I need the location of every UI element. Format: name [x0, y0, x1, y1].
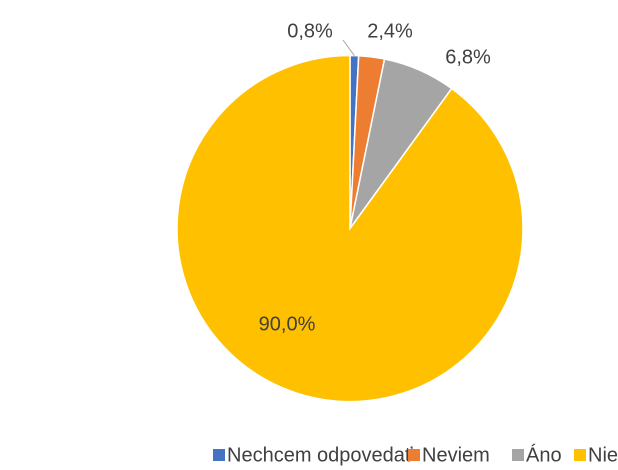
legend-swatch — [574, 449, 586, 461]
data-label: 6,8% — [445, 46, 491, 68]
legend-swatch — [408, 449, 420, 461]
leader-line — [342, 39, 355, 56]
legend-label: Neviem — [422, 444, 490, 466]
legend-label: Nie — [588, 444, 618, 466]
data-label: 2,4% — [367, 20, 413, 42]
data-label: 0,8% — [287, 20, 333, 42]
legend-label: Nechcem odpovedať — [227, 444, 413, 466]
legend-swatch — [213, 449, 225, 461]
pie-slice — [176, 54, 524, 403]
legend-label: Áno — [526, 443, 562, 466]
data-label: 90,0% — [259, 313, 316, 335]
legend-swatch — [512, 449, 524, 461]
